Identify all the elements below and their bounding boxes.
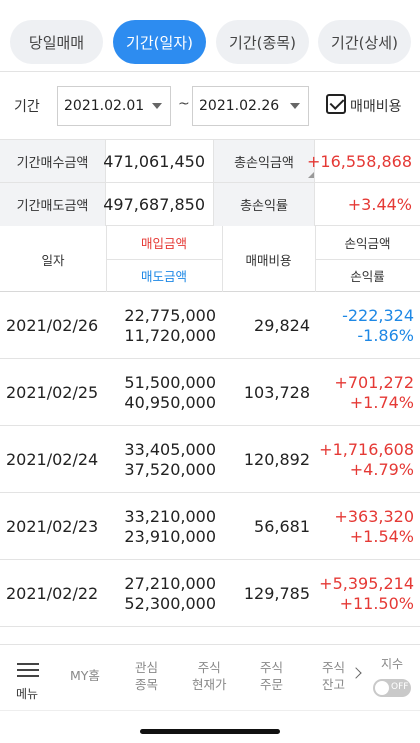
table-row[interactable]: 2021/02/25 51,500,000 40,950,000 103,728… [0,359,420,426]
row-buy-amount: 27,210,000 [124,574,216,593]
row-sell-amount: 40,950,000 [124,393,216,412]
pl-total-label: 총손익금액 [214,140,315,183]
row-buy-amount: 22,775,000 [124,306,216,325]
header-pl-amount: 손익금액 [344,236,391,251]
row-date: 2021/02/23 [6,517,99,536]
row-buy-amount: 51,500,000 [124,373,216,392]
toggle-state-label: OFF [391,682,409,692]
expand-corner-icon[interactable] [308,172,314,178]
tab-today-trades[interactable]: 당일매매 [10,20,103,64]
menu-label: 메뉴 [16,687,39,701]
pl-total-value: +16,558,868 [307,140,420,183]
tab-period-detail[interactable]: 기간(상세) [318,20,411,64]
divider [222,226,223,292]
row-pl-amount: +1,716,608 [319,440,414,459]
index-label: 지수 [381,657,404,671]
row-date: 2021/02/24 [6,450,99,469]
row-sell-amount: 11,720,000 [124,326,216,345]
date-filter-bar: 기간 2021.02.01 ~ 2021.02.26 [0,72,420,140]
row-pl-rate: +1.74% [349,393,414,412]
start-date-select[interactable]: 2021.02.01 [57,86,171,126]
tab-period-by-date[interactable]: 기간(일자) [113,20,206,64]
row-fee: 103,728 [243,383,310,402]
row-pl-amount: +701,272 [334,373,414,392]
row-sell-amount: 23,910,000 [124,527,216,546]
divider [315,259,420,260]
divider [106,259,222,260]
row-fee: 120,892 [243,450,310,469]
toggle-knob [375,681,389,695]
row-date: 2021/02/26 [6,316,99,335]
date-separator: ~ [178,96,190,112]
row-pl-amount: +5,395,214 [319,574,414,593]
row-buy-amount: 33,405,000 [124,440,216,459]
nav-watchlist[interactable]: 관심 종목 [135,660,159,692]
index-toggle[interactable]: OFF [373,679,411,697]
fee-checkbox-label[interactable]: 매매비용 [350,99,402,115]
table-header: 일자 매입금액 매도금액 매매비용 손익금액 손익률 [0,226,420,292]
table-row[interactable]: 2021/02/23 33,210,000 23,910,000 56,681 … [0,493,420,560]
row-fee: 29,824 [254,316,310,335]
row-sell-amount: 37,520,000 [124,460,216,479]
chevron-down-icon [152,103,162,109]
header-fee: 매매비용 [245,252,292,268]
header-sell-amount: 매도금액 [140,269,187,284]
table-row[interactable]: 2021/02/24 33,405,000 37,520,000 120,892… [0,426,420,493]
hamburger-icon [17,663,39,677]
period-label: 기간 [14,99,40,115]
end-date-value: 2021.02.26 [199,98,280,114]
row-pl-amount: +363,320 [334,507,414,526]
fee-checkbox[interactable] [326,94,346,114]
nav-stock-order[interactable]: 주식 주문 [260,660,284,692]
rate-total-label: 총손익률 [214,183,315,226]
nav-stock-price[interactable]: 주식 현재가 [192,660,227,692]
header-pl-rate: 손익률 [350,269,385,284]
chevron-right-icon[interactable] [350,667,362,679]
row-date: 2021/02/22 [6,584,99,603]
table-row[interactable]: 2021/02/26 22,775,000 11,720,000 29,824 … [0,292,420,359]
table-row[interactable]: 2021/02/22 27,210,000 52,300,000 129,785… [0,560,420,627]
system-home-bar [0,710,420,743]
row-pl-rate: +11.50% [339,594,414,613]
tab-period-by-stock[interactable]: 기간(종목) [216,20,309,64]
row-pl-rate: -1.86% [357,326,414,345]
bottom-nav: 메뉴 MY홈 관심 종목 주식 현재가 주식 주문 주식 잔고 지수 OFF [0,644,420,710]
row-sell-amount: 52,300,000 [124,594,216,613]
rate-total-value: +3.44% [347,195,412,214]
sell-total-label: 기간매도금액 [0,183,106,226]
row-fee: 129,785 [243,584,310,603]
end-date-select[interactable]: 2021.02.26 [192,86,309,126]
nav-my-home[interactable]: MY홈 [70,668,100,683]
menu-button[interactable]: 메뉴 [0,645,56,711]
buy-total-value: 471,061,450 [103,140,214,183]
nav-stock-balance[interactable]: 주식 잔고 [322,660,346,692]
row-pl-amount: -222,324 [342,306,414,325]
row-pl-rate: +1.54% [349,527,414,546]
start-date-value: 2021.02.01 [64,98,145,114]
header-date: 일자 [41,252,65,268]
period-tabs: 당일매매 기간(일자) 기간(종목) 기간(상세) [0,0,420,72]
buy-total-label: 기간매수금액 [0,140,106,183]
home-indicator[interactable] [140,729,280,734]
row-date: 2021/02/25 [6,383,99,402]
period-summary: 기간매수금액 471,061,450 총손익금액 +16,558,868 기간매… [0,140,420,226]
header-buy-amount: 매입금액 [140,236,187,251]
row-buy-amount: 33,210,000 [124,507,216,526]
chevron-down-icon [290,103,300,109]
row-fee: 56,681 [254,517,310,536]
sell-total-value: 497,687,850 [103,183,214,226]
row-pl-rate: +4.79% [349,460,414,479]
